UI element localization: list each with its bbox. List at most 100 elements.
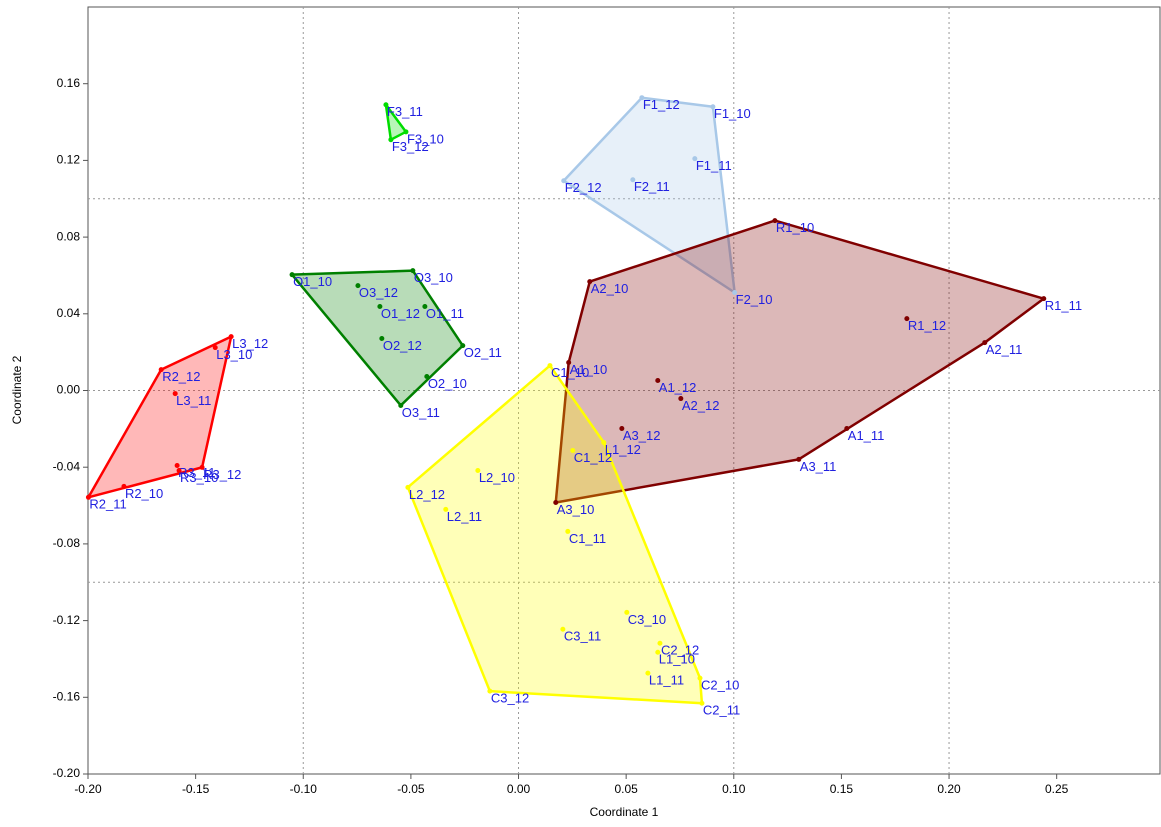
point <box>645 670 651 676</box>
point-label: O1_12 <box>381 306 420 321</box>
point <box>174 462 180 468</box>
point-label: L2_12 <box>409 487 445 502</box>
point-label: F3_10 <box>407 131 444 146</box>
point-label: F3_12 <box>392 139 429 154</box>
point <box>732 290 738 296</box>
point <box>158 367 164 373</box>
point-label: C1_10 <box>551 365 589 380</box>
point <box>176 467 182 473</box>
point-label: O3_11 <box>402 405 440 420</box>
point-label: R1_11 <box>1045 298 1082 313</box>
point <box>699 700 705 706</box>
point-label: R2_10 <box>125 486 163 501</box>
point-label: A3_11 <box>800 459 837 474</box>
x-tick-label: -0.05 <box>397 782 425 796</box>
point <box>289 272 295 278</box>
point-label: R2_12 <box>162 369 200 384</box>
point <box>570 448 576 454</box>
point <box>560 626 566 632</box>
point <box>982 340 988 346</box>
point-label: C3_11 <box>564 629 601 644</box>
point <box>655 649 661 655</box>
point-label: F2_10 <box>736 292 773 307</box>
point <box>85 494 91 500</box>
point <box>422 304 428 310</box>
point <box>566 360 572 366</box>
point <box>1041 296 1047 302</box>
point-label: C2_11 <box>703 703 740 718</box>
point-label: F2_12 <box>565 180 602 195</box>
point <box>460 343 466 349</box>
point-label: A2_12 <box>682 398 720 413</box>
point-label: C1_11 <box>569 531 606 546</box>
point-label: R3_10 <box>180 470 218 485</box>
x-tick-label: 0.05 <box>614 782 638 796</box>
point-label: C3_10 <box>628 612 666 627</box>
point <box>692 156 698 162</box>
point <box>796 456 802 462</box>
point <box>697 675 703 681</box>
x-tick-label: -0.20 <box>74 782 102 796</box>
point <box>587 279 593 285</box>
point-label: C1_12 <box>574 450 612 465</box>
point-label: L3_12 <box>232 336 268 351</box>
point-label: F2_11 <box>634 179 670 194</box>
point <box>228 334 234 340</box>
point-label: C2_12 <box>661 643 699 658</box>
y-tick-label: 0.04 <box>57 306 81 320</box>
y-tick-label: 0.12 <box>57 153 81 167</box>
point-label: F1_11 <box>696 158 732 173</box>
x-axis-label: Coordinate 1 <box>590 805 659 819</box>
y-axis-label: Coordinate 2 <box>10 355 24 424</box>
point-label: R2_11 <box>89 497 126 512</box>
x-tick-label: -0.10 <box>290 782 318 796</box>
point <box>565 528 571 534</box>
point-label: C2_10 <box>701 678 739 693</box>
point-label: A3_12 <box>623 428 661 443</box>
point <box>398 402 404 408</box>
point <box>403 129 409 135</box>
y-tick-label: -0.20 <box>53 766 81 780</box>
point <box>379 336 385 342</box>
point-label: A1_12 <box>659 380 697 395</box>
point-label: L1_11 <box>649 673 684 688</box>
point <box>199 464 205 470</box>
point <box>624 609 630 615</box>
y-tick-label: 0.00 <box>57 383 81 397</box>
point-label: F3_11 <box>387 104 423 119</box>
point-label: F1_12 <box>643 97 680 112</box>
point-label: A2_10 <box>591 281 629 296</box>
x-tick-label: 0.00 <box>507 782 531 796</box>
point <box>212 345 218 351</box>
x-tick-label: 0.15 <box>830 782 854 796</box>
point-label: O2_12 <box>383 338 422 353</box>
y-tick-label: -0.16 <box>53 689 81 703</box>
point-label: R3_11 <box>178 465 215 480</box>
point-label: A1_10 <box>570 362 608 377</box>
x-tick-label: -0.15 <box>182 782 210 796</box>
point <box>601 439 607 445</box>
y-tick-label: -0.04 <box>53 459 81 473</box>
point <box>619 425 625 431</box>
point-label: R3_12 <box>203 467 241 482</box>
point-label: O3_10 <box>414 270 453 285</box>
point <box>424 374 430 380</box>
point-label: A3_10 <box>557 502 595 517</box>
point-label: R1_10 <box>776 220 814 235</box>
point <box>355 283 361 289</box>
x-tick-label: 0.10 <box>722 782 746 796</box>
point <box>383 102 389 108</box>
point <box>547 363 553 369</box>
point-label: L3_10 <box>216 347 252 362</box>
point-label: O1_11 <box>426 306 464 321</box>
point <box>172 391 178 397</box>
point <box>377 304 383 310</box>
point-label: L2_10 <box>479 470 515 485</box>
point <box>844 425 850 431</box>
point <box>475 467 481 473</box>
point-label: O2_10 <box>428 376 467 391</box>
point <box>487 688 493 694</box>
point <box>657 640 663 646</box>
convex-hull <box>554 219 1046 504</box>
